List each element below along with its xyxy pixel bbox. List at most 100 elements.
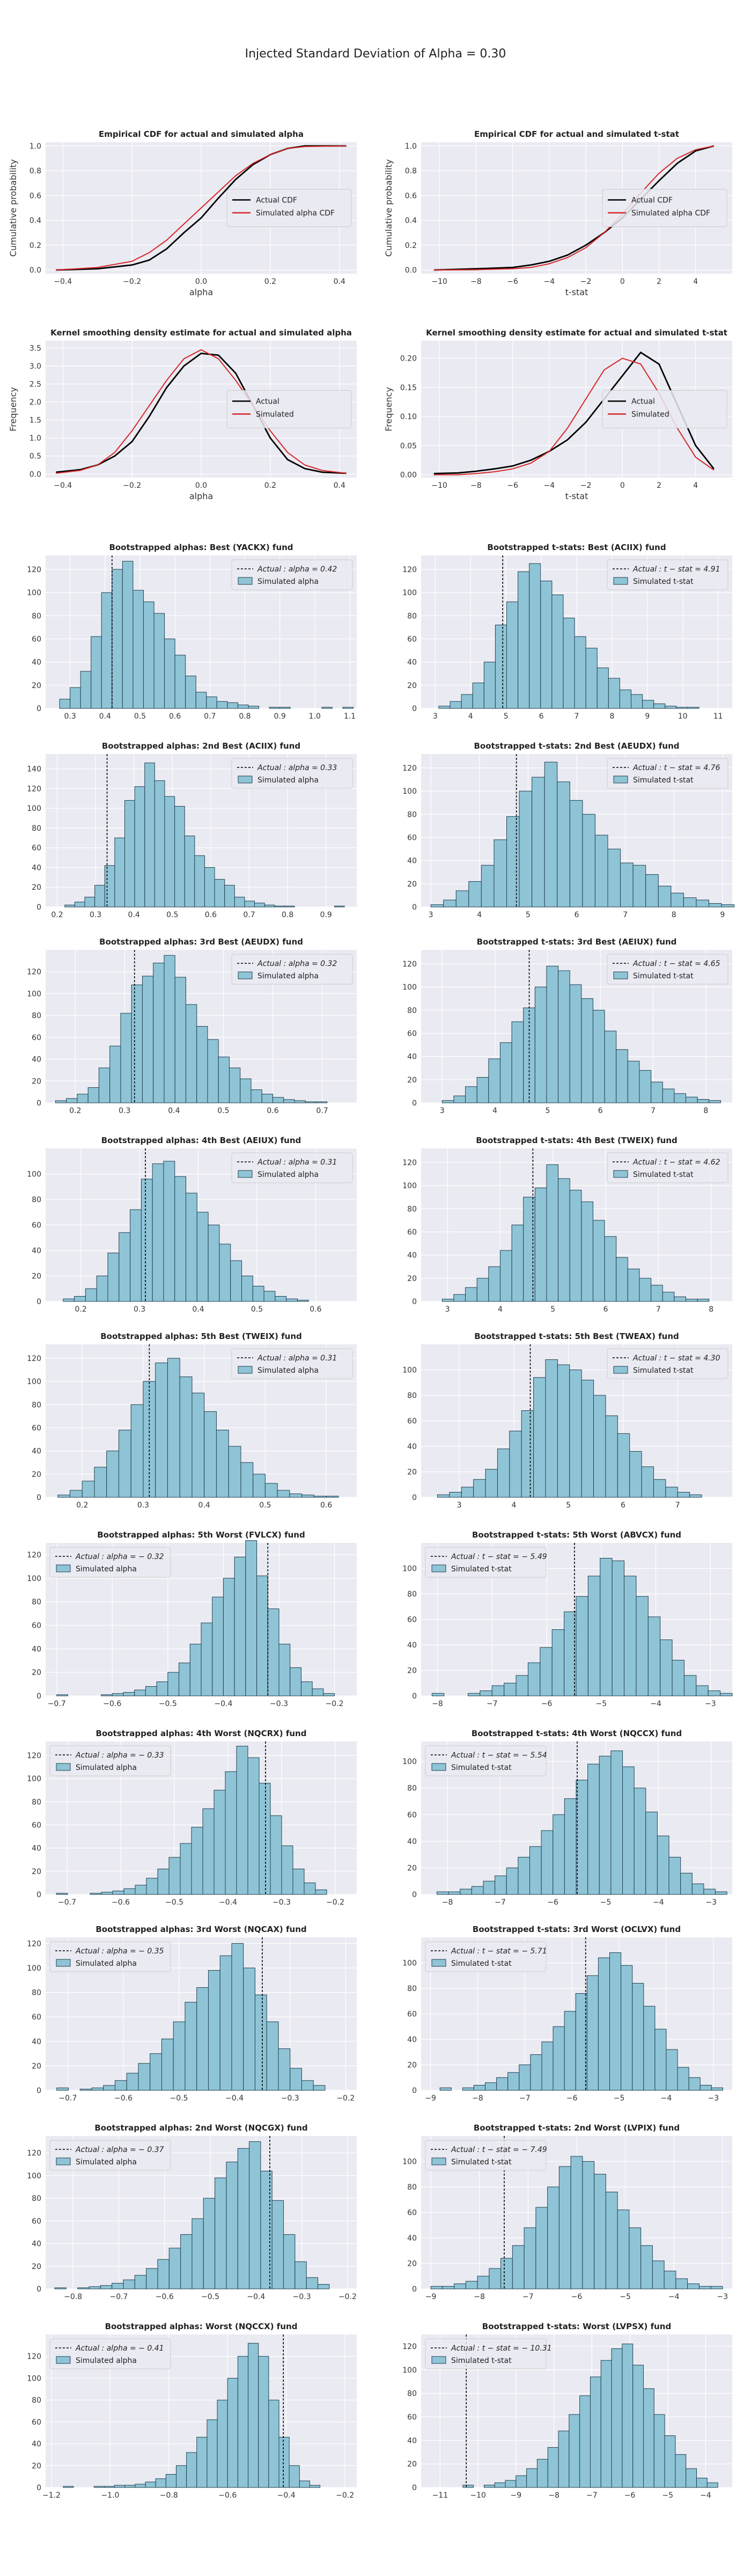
histogram-bar [315,1889,327,1895]
histogram-bar [708,1690,721,1696]
y-tick-label: 100 [27,2374,41,2383]
y-tick-label: 0.0 [405,266,417,275]
legend-box [226,390,352,428]
histogram-bar [594,2174,606,2289]
histogram-bar [300,1681,313,1696]
x-axis-label: t-stat [565,287,588,297]
y-tick-label: 1.0 [30,434,41,443]
histogram-bar [112,1693,124,1696]
y-tick-label: 20 [407,1468,417,1477]
chart-title: Bootstrapped alphas: 4th Best (AEIUX) fu… [101,1136,301,1145]
y-tick-label: 40 [32,1247,41,1255]
x-tick-label: 2 [657,277,661,286]
y-tick-label: 40 [32,1645,41,1653]
histogram-bar [509,1431,522,1498]
y-tick-label: 0.8 [405,167,417,175]
legend-box [425,2338,547,2369]
histogram-bar [195,692,207,709]
histogram-bar [624,1576,637,1696]
histogram-bar [721,904,735,908]
histogram-bar [675,2278,688,2289]
y-tick-label: 0 [412,1692,417,1701]
x-tick-label: 6 [603,1305,608,1314]
x-tick-label: −0.5 [159,1700,177,1708]
legend-entry: Simulated t-stat [633,972,694,980]
x-tick-label: −2 [580,277,592,286]
histogram-bar [334,905,345,908]
histogram-bar [557,781,570,908]
histogram-bar [216,1430,229,1498]
histogram-bar [263,1291,276,1302]
histogram-bar [109,1045,121,1103]
legend-entry: Simulated alpha CDF [256,209,335,218]
histogram-bar [237,705,249,709]
x-tick-label: −5 [600,1898,612,1907]
x-tick-label: −0.2 [326,1898,344,1907]
histogram-bar [691,1883,704,1895]
histogram-bar [645,874,659,908]
histogram-bar [206,696,217,709]
chart-panel: 0.2 0.3 0.4 0.5 0.6 0.7 0 20 40 60 80 100 120 Bootstr… [27,937,357,1115]
histogram-bar [654,2029,667,2091]
y-tick-label: 20 [407,682,417,690]
chart-panel: 0.2 0.3 0.4 0.5 0.6 0 20 40 60 80 100 120 Bootstrapp… [27,1331,357,1510]
y-tick-label: 0.15 [400,384,417,392]
x-tick-label: 8 [709,1305,713,1314]
histogram-bar [135,1885,147,1895]
x-tick-label: 0.4 [334,481,345,490]
histogram-bar [627,1269,640,1302]
histogram-bar [93,2486,105,2488]
histogram-bar [130,1404,144,1498]
x-axis-label: alpha [189,287,213,297]
y-tick-label: 20 [32,1668,41,1677]
x-tick-label: 4 [512,1501,517,1510]
x-tick-label: 8 [672,911,676,919]
histogram-bar [165,2474,176,2488]
legend-entry: Simulated t-stat [451,1763,512,1772]
histogram-bar [277,1490,290,1498]
y-tick-label: 40 [407,1838,417,1846]
histogram-bar [219,1955,232,2091]
histogram-bar [558,2166,571,2289]
histogram-bar [651,1285,663,1302]
legend-entry: Simulated alpha [76,1959,137,1968]
histogram-bar [256,1575,268,1696]
y-tick-label: 60 [32,1424,41,1432]
x-tick-label: 3 [429,911,433,919]
y-tick-label: 100 [27,1575,41,1583]
histogram-bar [657,1835,669,1895]
histogram-bar [483,1880,496,1895]
chart-panel: 3 4 5 6 7 8 9 0 20 40 60 80 100 120 Bootstrapped t-sta… [402,741,735,919]
x-tick-label: 0.2 [75,1305,87,1314]
y-tick-label: 0 [36,2285,41,2294]
histogram-bar [610,1750,623,1895]
legend-box [607,1348,728,1379]
y-tick-label: 3.0 [30,362,41,371]
y-tick-label: 80 [32,2194,41,2203]
histogram-bar [258,2356,269,2488]
histogram-bar [472,683,484,709]
series-line [433,145,715,271]
y-tick-label: 140 [27,765,41,774]
x-tick-label: −0.2 [123,481,141,490]
y-tick-label: 80 [32,1196,41,1204]
histogram-bar [294,1100,306,1103]
x-tick-label: −5 [614,2094,625,2103]
y-tick-label: 20 [32,1868,41,1876]
histogram-bar [203,2198,216,2289]
histogram-bar [665,1487,678,1498]
histogram-bar [483,662,496,709]
histogram-bar [685,1299,698,1302]
histogram-bar [608,678,620,709]
histogram-bar [66,1098,78,1103]
histogram-bar [146,1878,158,1895]
y-tick-label: 80 [407,810,417,819]
histogram-bar [207,1039,219,1103]
y-tick-label: 80 [32,1012,41,1020]
y-tick-label: 40 [32,2240,41,2249]
y-axis-label: Cumulative probability [8,159,18,257]
histogram-bar [145,2482,156,2488]
histogram-bar [586,1975,599,2091]
legend-box [231,1152,353,1183]
y-tick-label: 0 [412,1298,417,1306]
